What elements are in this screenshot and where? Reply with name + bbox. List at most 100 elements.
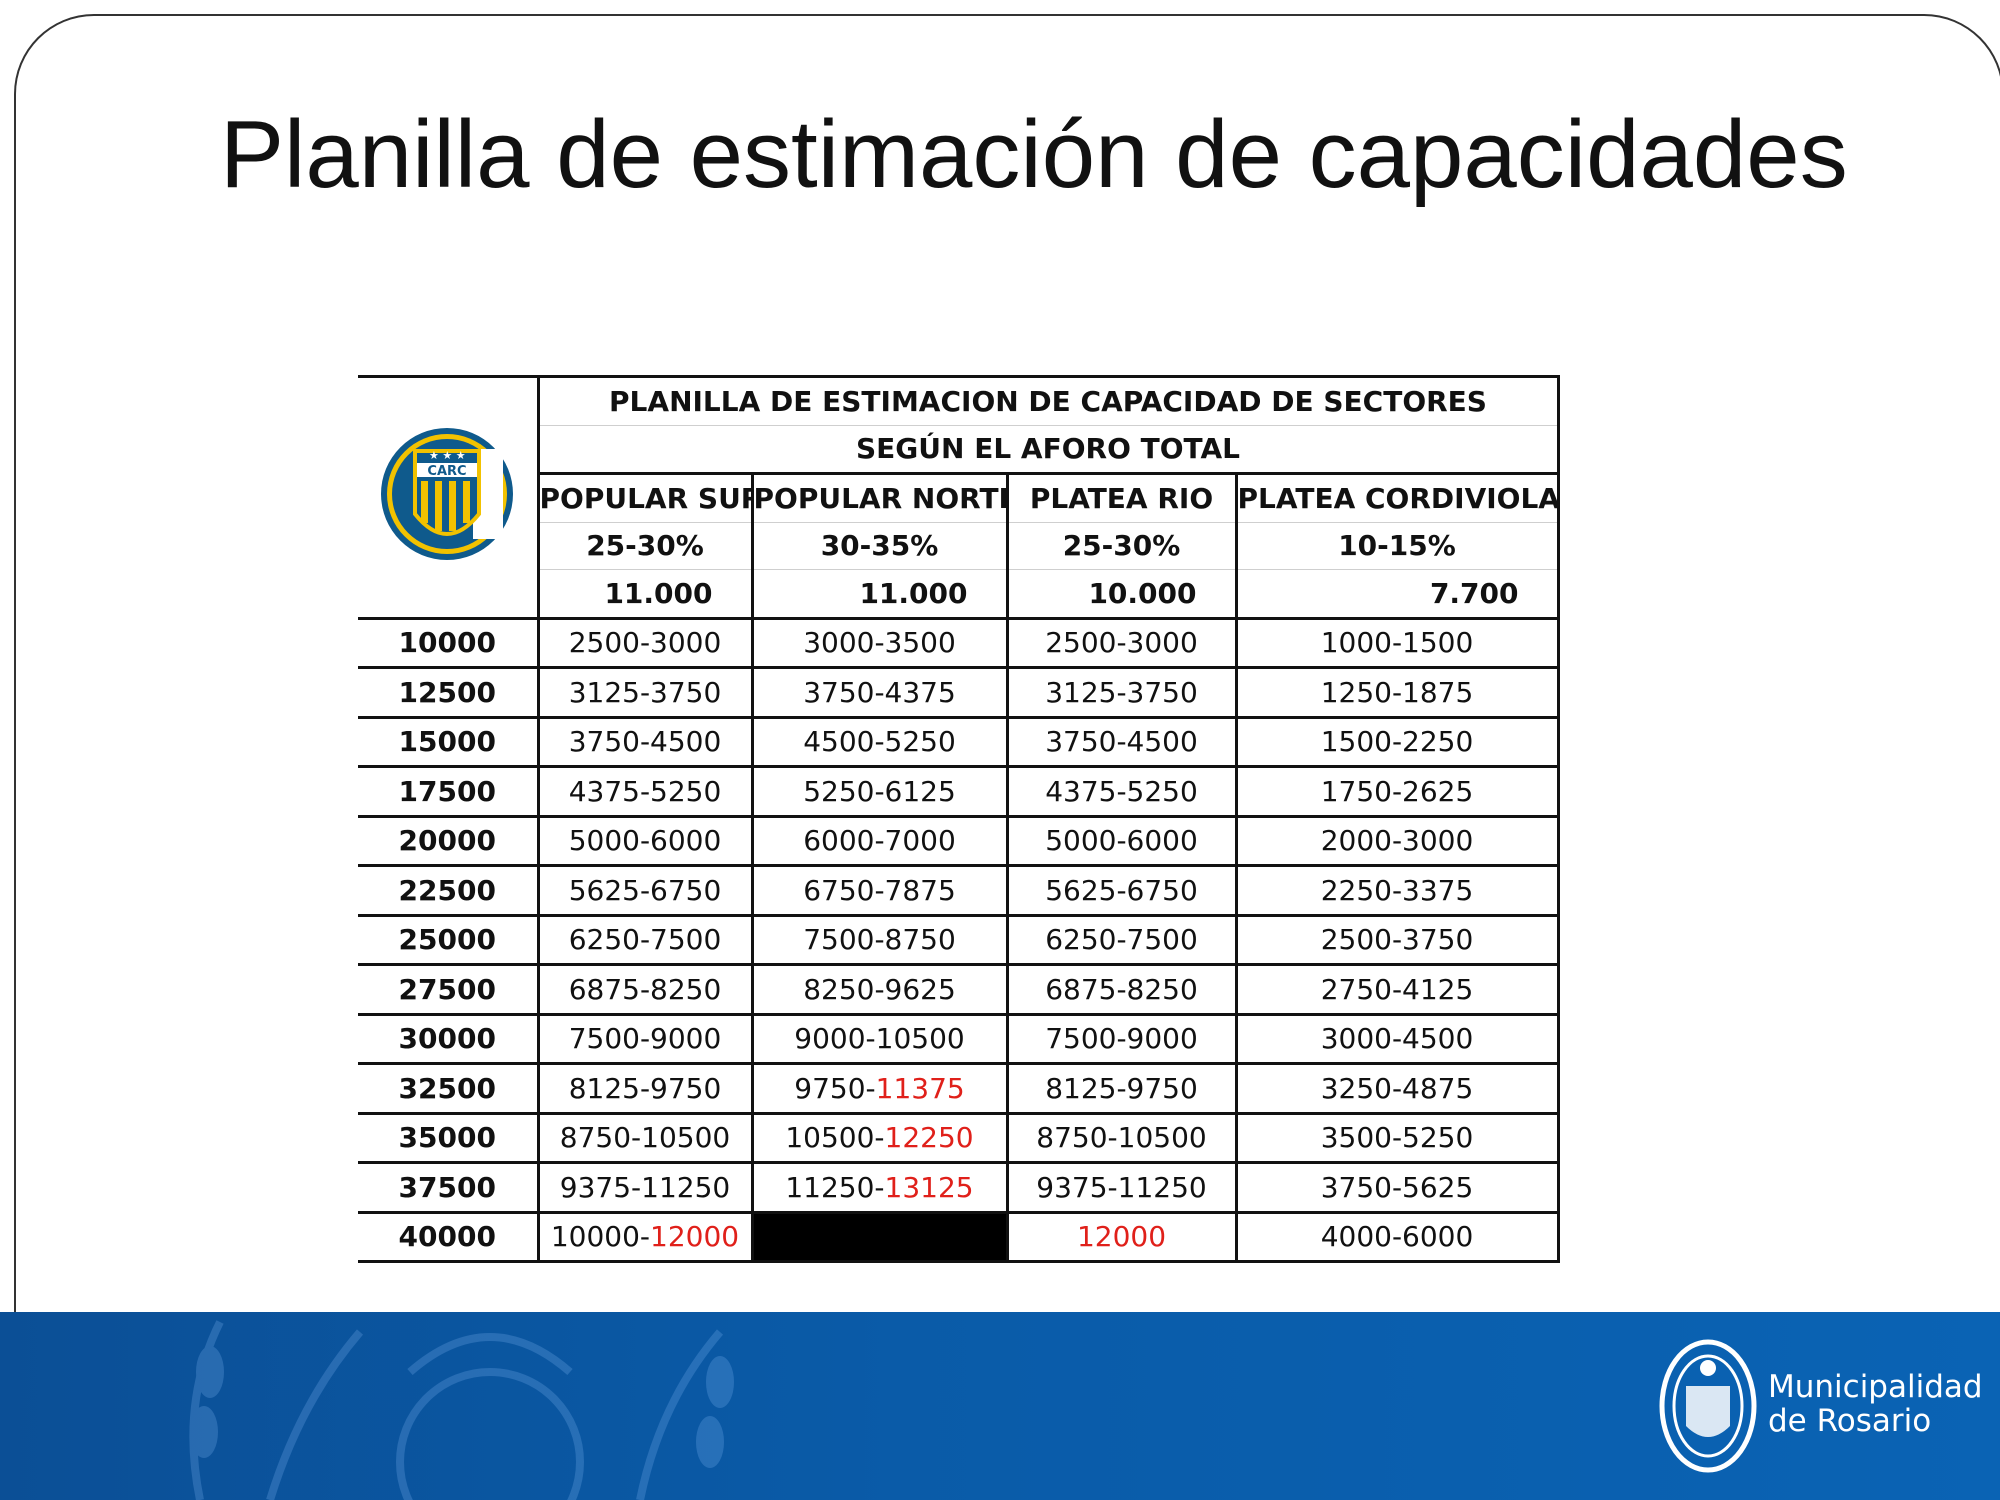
sector-range-cell: 6250-7500 [538,915,754,966]
column-capacity-platea-cordiviola: 7.700 [1236,569,1560,620]
range-text: 2500-3000 [568,626,722,660]
range-text: 3000-4500 [1320,1022,1474,1056]
row-total-capacity: 32500 [358,1063,540,1115]
row-total-capacity: 22500 [358,865,540,917]
range-text: 4000-6000 [1320,1220,1474,1254]
municipal-seal-icon [1659,1339,1757,1473]
sector-range-cell: 5250-6125 [752,766,1009,818]
club-crest-icon: CARC ★ ★ ★ [381,427,514,560]
sector-range-cell: 2000-3000 [1236,816,1560,867]
sector-range-cell: 6875-8250 [1007,964,1238,1016]
sector-range-cell: 3500-5250 [1236,1113,1560,1164]
column-capacity-popular-norte: 11.000 [752,569,1009,620]
range-text: 3750-4500 [1045,725,1198,759]
range-text: 5625-6750 [1045,873,1198,907]
range-text: 5250-6125 [803,774,956,808]
range-text: 10000- [550,1220,651,1254]
range-highlight-text: 12000 [1076,1220,1167,1254]
row-total-capacity: 10000 [358,618,540,669]
sector-range-cell: 6000-7000 [752,816,1009,867]
range-text: 6000-7000 [803,824,956,858]
column-pct-popular-norte: 30-35% [752,522,1009,570]
range-text: 9375-11250 [559,1170,731,1204]
sector-range-cell: 4375-5250 [538,766,754,818]
range-text: 11250- [785,1170,885,1204]
table-row: 32500 8125-9750 9750-11375 8125-9750 3250-48… [358,1063,1560,1115]
column-header-platea-cordiviola: PLATEA CORDIVIOLA [1236,473,1560,523]
sector-range-cell: 10000-12000 [538,1212,754,1263]
club-crest-text: CARC [428,464,467,479]
range-text: 3250-4875 [1320,1071,1474,1105]
range-text: 6875-8250 [568,972,722,1006]
sector-range-cell: 7500-9000 [1007,1014,1238,1065]
sector-range-cell: 11250-13125 [752,1162,1009,1214]
svg-text:★ ★ ★: ★ ★ ★ [429,449,466,462]
sector-range-cell: 7500-8750 [752,915,1009,966]
sector-range-cell: 3250-4875 [1236,1063,1560,1115]
sector-range-cell: 6250-7500 [1007,915,1238,966]
column-header-platea-rio: PLATEA RIO [1007,473,1238,523]
range-text: 8750-10500 [559,1121,731,1155]
range-highlight-text: 12250 [884,1121,974,1155]
sector-range-cell: 2750-4125 [1236,964,1560,1016]
sector-range-cell: 8250-9625 [752,964,1009,1016]
table-row: 15000 3750-4500 4500-5250 3750-4500 1500-225… [358,717,1560,768]
sector-range-cell: 3000-4500 [1236,1014,1560,1065]
table-row: 30000 7500-9000 9000-10500 7500-9000 3000-45… [358,1014,1560,1065]
table-row: 12500 3125-3750 3750-4375 3125-3750 1250-187… [358,667,1560,719]
range-text: 1250-1875 [1320,675,1474,709]
sector-range-cell: 1750-2625 [1236,766,1560,818]
range-text: 2000-3000 [1320,824,1474,858]
range-text: 8125-9750 [568,1071,722,1105]
range-text: 9375-11250 [1036,1170,1207,1204]
sector-range-cell: 2250-3375 [1236,865,1560,917]
table-title-line-1: PLANILLA DE ESTIMACION DE CAPACIDAD DE S… [538,375,1560,426]
table-row: 25000 6250-7500 7500-8750 6250-7500 2500-375… [358,915,1560,966]
brand-line-2: de Rosario [1768,1403,1932,1439]
range-text: 5625-6750 [568,873,722,907]
slide-title: Planilla de estimación de capacidades [220,101,1848,208]
range-text: 2500-3000 [1045,626,1198,660]
range-text: 4500-5250 [803,725,956,759]
range-text: 6250-7500 [568,923,722,957]
sector-range-cell: 6875-8250 [538,964,754,1016]
sector-range-cell: 8750-10500 [538,1113,754,1164]
sector-range-cell: 8125-9750 [538,1063,754,1115]
table-row: 27500 6875-8250 8250-9625 6875-8250 2750-412… [358,964,1560,1016]
range-text: 8250-9625 [803,972,956,1006]
range-text: 9000-10500 [794,1022,965,1056]
sector-range-cell: 7500-9000 [538,1014,754,1065]
sector-range-cell: 12000 [1007,1212,1238,1263]
sector-range-cell: 9375-11250 [538,1162,754,1214]
capacity-table: CARC ★ ★ ★ PLANILLA DE ESTIMACION DE CAP… [358,375,1560,1263]
range-text: 3750-5625 [1320,1170,1474,1204]
row-total-capacity: 30000 [358,1014,540,1065]
range-text: 8125-9750 [1045,1071,1198,1105]
sector-range-cell: 3750-5625 [1236,1162,1560,1214]
column-capacity-popular-sur: 11.000 [538,569,754,620]
range-text: 3750-4500 [568,725,722,759]
range-text: 8750-10500 [1036,1121,1207,1155]
table-row: 35000 8750-10500 10500-12250 8750-10500 3500… [358,1113,1560,1164]
row-total-capacity: 40000 [358,1212,540,1263]
coat-of-arms-watermark-icon [189,1320,734,1500]
sector-range-cell: 3125-3750 [538,667,754,719]
range-text: 6875-8250 [1045,972,1198,1006]
sector-range-cell: 3750-4500 [538,717,754,768]
range-text: 4375-5250 [568,774,722,808]
range-text: 2500-3750 [1320,923,1474,957]
row-total-capacity: 15000 [358,717,540,768]
range-highlight-text: 12000 [650,1220,740,1254]
table-row: 22500 5625-6750 6750-7875 5625-6750 2250-337… [358,865,1560,917]
range-text: 10500- [785,1121,885,1155]
sector-range-cell: 3125-3750 [1007,667,1238,719]
sector-range-cell: 1500-2250 [1236,717,1560,768]
range-text: 3500-5250 [1320,1121,1474,1155]
row-total-capacity: 35000 [358,1113,540,1164]
sector-range-cell: 2500-3000 [538,618,754,669]
sector-range-cell: 9750-11375 [752,1063,1009,1115]
brand-line-1: Municipalidad [1768,1369,1983,1405]
club-logo-cell: CARC ★ ★ ★ [358,375,540,620]
range-text: 2750-4125 [1320,972,1474,1006]
range-text: 4375-5250 [1045,774,1198,808]
